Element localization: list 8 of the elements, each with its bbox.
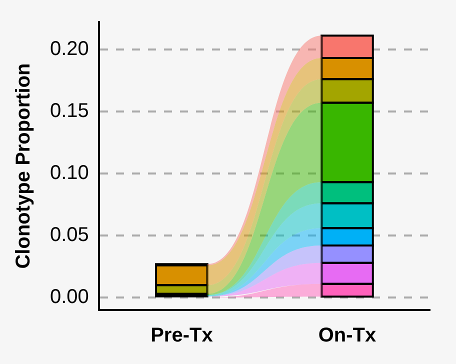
y-tick-label: 0.00: [50, 286, 89, 308]
x-tick-label: On-Tx: [318, 324, 376, 347]
x-tick-label: Pre-Tx: [150, 324, 213, 347]
y-axis-title: Clonotype Proportion: [12, 63, 35, 269]
y-tick-label: 0.05: [50, 224, 89, 246]
y-tick-label: 0.20: [50, 38, 89, 60]
y-tick-label: 0.10: [50, 162, 89, 184]
y-tick-label: 0.15: [50, 100, 89, 122]
